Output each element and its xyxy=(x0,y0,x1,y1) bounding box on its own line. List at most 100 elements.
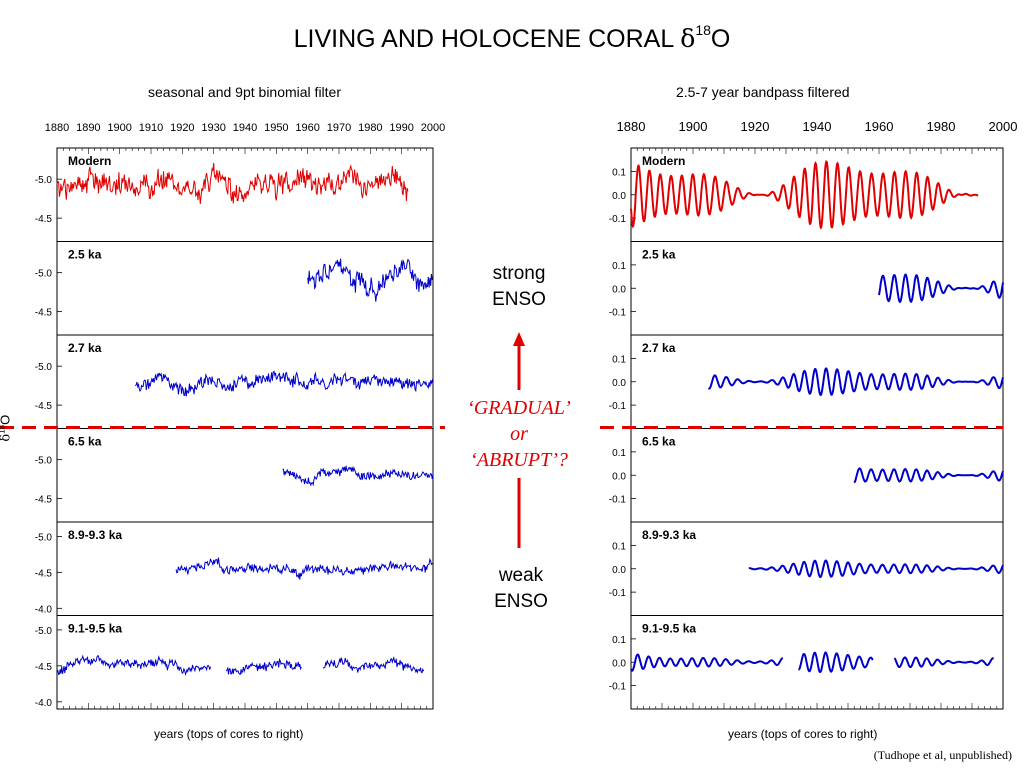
series-line xyxy=(748,559,1004,579)
arrow-head xyxy=(513,332,525,346)
x-tick-label: 1890 xyxy=(76,122,100,134)
subplot-label: 2.7 ka xyxy=(68,341,102,355)
y-tick-label: 0.1 xyxy=(612,635,626,646)
x-tick-label: 1990 xyxy=(389,122,413,134)
y-tick-label: 0.0 xyxy=(612,471,626,482)
y-tick-label: -5.0 xyxy=(35,269,53,280)
chart-title-delta: δ xyxy=(680,24,696,53)
subplot-label: 6.5 ka xyxy=(68,435,102,449)
series-line xyxy=(630,159,979,230)
credit-text: (Tudhope et al, unpublished) xyxy=(873,748,1012,762)
ylabel-sup: 18 xyxy=(0,424,7,434)
x-tick-label: 1980 xyxy=(358,122,382,134)
x-tick-label: 1960 xyxy=(865,119,894,134)
x-tick-label: 1940 xyxy=(233,122,257,134)
y-tick-label: 0.0 xyxy=(612,284,626,295)
y-tick-label: 0.1 xyxy=(612,261,626,272)
x-tick-label: 1880 xyxy=(45,122,69,134)
subplot-label: 8.9-9.3 ka xyxy=(68,528,122,542)
y-tick-label: -4.5 xyxy=(35,568,53,579)
strong-label-line1: strong xyxy=(492,263,546,284)
y-tick-label: 0.1 xyxy=(612,448,626,459)
y-tick-label: -5.0 xyxy=(35,456,53,467)
gradual-label-line3: ‘ABRUPT’? xyxy=(470,449,568,471)
series-line xyxy=(893,656,995,669)
left-y-axis-label: δ18O xyxy=(0,415,14,442)
strong-label-line2: ENSO xyxy=(492,289,546,310)
subplot-frame xyxy=(56,428,434,523)
subplot-label: 9.1-9.5 ka xyxy=(68,622,122,636)
strong-enso-label: strong ENSO xyxy=(474,261,564,313)
y-tick-label: -5.0 xyxy=(35,532,53,543)
subplot-label: 2.5 ka xyxy=(68,248,102,262)
y-tick-label: 0.1 xyxy=(612,541,626,552)
series-line xyxy=(175,557,434,580)
subplot-label: 9.1-9.5 ka xyxy=(642,622,696,636)
gradual-label-line1: ‘GRADUAL’ xyxy=(467,397,571,419)
chart-title: LIVING AND HOLOCENE CORAL δ18O xyxy=(0,22,1024,54)
series-line xyxy=(134,370,434,397)
series-line xyxy=(307,258,434,302)
gradual-abrupt-label: ‘GRADUAL’ or ‘ABRUPT’? xyxy=(449,395,589,473)
y-tick-label: -4.5 xyxy=(35,662,53,673)
x-tick-label: 1950 xyxy=(264,122,288,134)
y-tick-label: 0.0 xyxy=(612,565,626,576)
y-tick-label: 0.0 xyxy=(612,378,626,389)
series-line xyxy=(225,657,302,675)
y-tick-label: -4.5 xyxy=(35,495,53,506)
chart-title-text: LIVING AND HOLOCENE CORAL xyxy=(293,25,681,53)
series-line xyxy=(630,653,784,672)
y-tick-label: -0.1 xyxy=(609,401,627,412)
y-tick-label: -0.1 xyxy=(609,214,627,225)
weak-label-line2: ENSO xyxy=(494,591,548,612)
x-tick-label: 1920 xyxy=(170,122,194,134)
x-tick-label: 1970 xyxy=(327,122,351,134)
x-tick-label: 1980 xyxy=(927,119,956,134)
subplot-frame xyxy=(56,241,434,336)
ylabel-delta: δ xyxy=(0,433,14,442)
subplot-label: 6.5 ka xyxy=(642,435,676,449)
right-panel-title: 2.5-7 year bandpass filtered xyxy=(676,84,850,100)
chart-title-sup: 18 xyxy=(695,22,711,38)
series-line xyxy=(707,367,1004,396)
y-tick-label: 0.0 xyxy=(612,191,626,202)
series-line xyxy=(322,656,425,675)
series-line xyxy=(282,465,434,487)
y-tick-label: -4.5 xyxy=(35,401,53,412)
subplot-label: Modern xyxy=(642,154,685,168)
left-x-axis-label: years (tops of cores to right) xyxy=(154,727,304,741)
series-line xyxy=(56,654,211,676)
y-tick-label: 0.1 xyxy=(612,167,626,178)
y-tick-label: 0.0 xyxy=(612,658,626,669)
subplot-label: 2.5 ka xyxy=(642,248,676,262)
y-tick-label: -4.5 xyxy=(35,214,53,225)
y-tick-label: -0.1 xyxy=(609,682,627,693)
weak-label-line1: weak xyxy=(498,565,544,586)
y-tick-label: -0.1 xyxy=(609,588,627,599)
ylabel-tail: O xyxy=(0,415,13,425)
x-tick-label: 1880 xyxy=(617,119,646,134)
weak-enso-label: weak ENSO xyxy=(476,563,566,615)
x-tick-label: 2000 xyxy=(989,119,1018,134)
y-tick-label: 0.1 xyxy=(612,354,626,365)
right-x-axis-label: years (tops of cores to right) xyxy=(728,727,878,741)
subplot-label: 8.9-9.3 ka xyxy=(642,528,696,542)
y-tick-label: -4.0 xyxy=(35,604,53,615)
x-tick-label: 1920 xyxy=(741,119,770,134)
x-tick-label: 1960 xyxy=(295,122,319,134)
series-line xyxy=(878,273,1004,304)
chart-title-tail: O xyxy=(710,25,731,53)
subplot-frame xyxy=(56,615,434,710)
y-tick-label: -4.0 xyxy=(35,698,53,709)
x-tick-label: 1910 xyxy=(139,122,163,134)
x-tick-label: 1900 xyxy=(107,122,131,134)
series-line xyxy=(853,467,1004,484)
y-tick-label: -0.1 xyxy=(609,495,627,506)
series-line xyxy=(798,651,874,674)
gradual-label-line2: or xyxy=(510,423,528,445)
left-panel-title: seasonal and 9pt binomial filter xyxy=(148,84,342,100)
subplot-label: Modern xyxy=(68,154,111,168)
x-tick-label: 1940 xyxy=(803,119,832,134)
x-tick-label: 1930 xyxy=(201,122,225,134)
y-tick-label: -5.0 xyxy=(35,362,53,373)
